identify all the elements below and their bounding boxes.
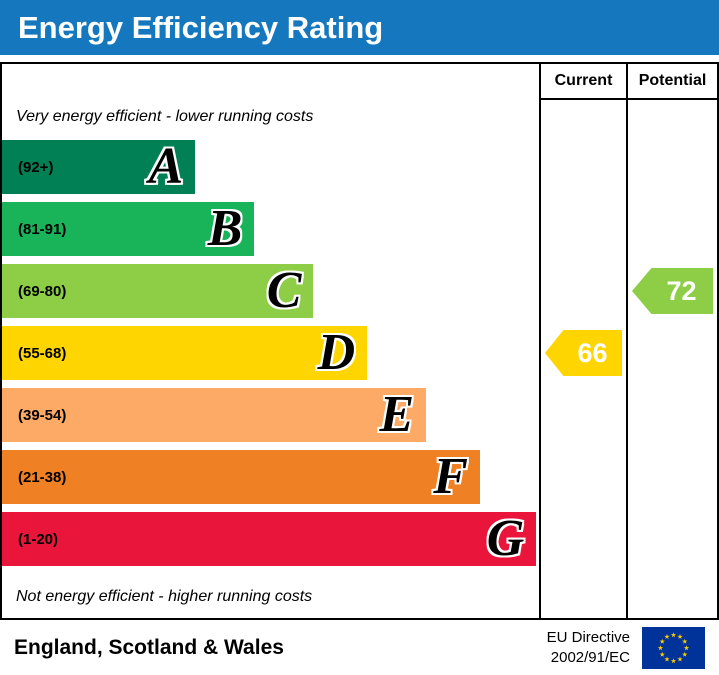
current-pointer-area: 66 [541,100,626,618]
top-note: Very energy efficient - lower running co… [16,108,314,125]
band-range-label: (81-91) [18,220,67,238]
region-label: England, Scotland & Wales [14,635,284,659]
eu-directive-line1: EU Directive [546,629,630,646]
band-row-d: (55-68) D [2,326,539,380]
potential-value: 72 [666,275,697,306]
band-letter: E [379,386,415,443]
band-bar-b: (81-91) B [2,200,255,257]
title-bar: Energy Efficiency Rating [0,0,719,55]
potential-column: Potential 72 [626,64,717,618]
footer: England, Scotland & Wales EU Directive 2… [0,620,719,675]
band-bar-a: (92+) A [2,138,196,195]
band-row-a: (92+) A [2,140,539,194]
band-range-label: (69-80) [18,282,67,300]
bands: (92+) A (81-91) B (69-80) C (55-68) D (39-54) E (2… [2,140,539,574]
page-title: Energy Efficiency Rating [18,9,384,45]
rating-chart: Very energy efficient - lower running co… [0,62,719,620]
eu-flag-icon [642,626,705,669]
band-letter: F [433,448,468,505]
band-bar-e: (39-54) E [2,386,427,443]
bands-column: Very energy efficient - lower running co… [2,64,539,618]
potential-pointer-area: 72 [628,100,717,618]
band-row-b: (81-91) B [2,202,539,256]
band-bar-f: (21-38) F [2,450,480,504]
current-column-header: Current [541,64,626,100]
band-bar-c: (69-80) C [2,262,314,319]
band-bar-g: (1-20) G [2,510,537,567]
potential-column-header: Potential [628,64,717,100]
band-row-f: (21-38) F [2,450,539,504]
band-letter: D [317,324,356,381]
band-range-label: (39-54) [18,406,67,424]
band-letter: B [207,200,243,257]
bottom-note: Not energy efficient - higher running co… [16,588,313,605]
band-range-label: (1-20) [18,530,59,548]
potential-pointer: 72 [632,268,713,314]
band-bar-d: (55-68) D [2,324,368,381]
eu-directive-line2: 2002/91/EC [550,648,630,666]
band-letter: C [266,262,302,319]
band-letter: G [486,510,525,567]
current-column: Current 66 [539,64,626,618]
band-range-label: (55-68) [18,344,67,362]
band-row-c: (69-80) C [2,264,539,318]
band-row-e: (39-54) E [2,388,539,442]
eu-directive-label: EU Directive 2002/91/EC [547,628,630,667]
band-range-label: (92+) [18,158,54,176]
current-value: 66 [577,337,608,368]
band-row-g: (1-20) G [2,512,539,566]
current-pointer: 66 [545,330,622,376]
band-range-label: (21-38) [18,468,67,486]
band-letter: A [148,138,184,195]
